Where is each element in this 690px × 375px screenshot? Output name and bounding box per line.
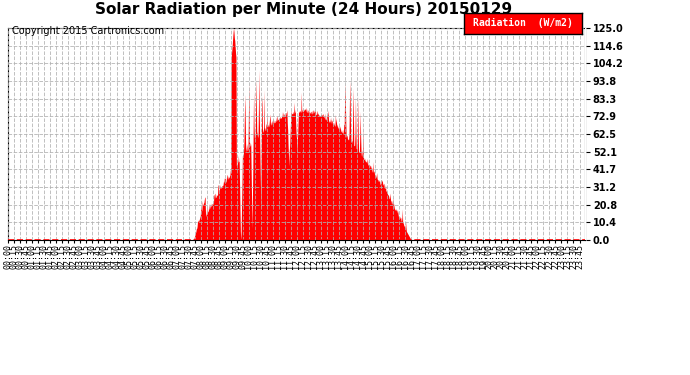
Text: Radiation  (W/m2): Radiation (W/m2) bbox=[473, 18, 573, 28]
Text: Solar Radiation per Minute (24 Hours) 20150129: Solar Radiation per Minute (24 Hours) 20… bbox=[95, 2, 512, 17]
Text: Copyright 2015 Cartronics.com: Copyright 2015 Cartronics.com bbox=[12, 26, 164, 36]
